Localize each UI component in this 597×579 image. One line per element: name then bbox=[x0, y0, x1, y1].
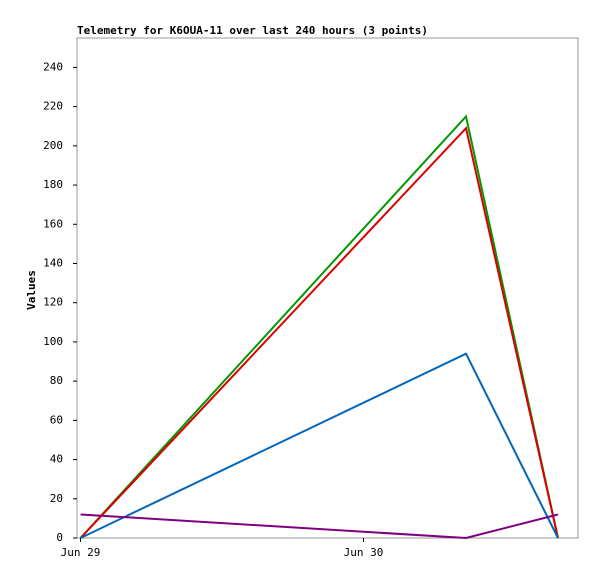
x-tick-label: Jun 29 bbox=[61, 546, 101, 559]
y-tick-label: 200 bbox=[43, 139, 63, 152]
y-tick-label: 140 bbox=[43, 256, 63, 269]
y-tick-label: 20 bbox=[50, 492, 63, 505]
line bbox=[79, 126, 559, 539]
line bbox=[80, 513, 559, 540]
y-tick-label: 40 bbox=[50, 453, 63, 466]
y-tick-label: 100 bbox=[43, 335, 63, 348]
x-tick-label: Jun 30 bbox=[344, 546, 384, 559]
y-tick-label: 160 bbox=[43, 217, 63, 230]
y-tick-label: 0 bbox=[56, 531, 63, 544]
y-tick-label: 240 bbox=[43, 60, 63, 73]
y-tick-label: 60 bbox=[50, 413, 63, 426]
chart-title: Telemetry for K6OUA-11 over last 240 hou… bbox=[77, 24, 428, 37]
y-tick-label: 220 bbox=[43, 100, 63, 113]
line bbox=[80, 352, 559, 539]
y-tick-label: 180 bbox=[43, 178, 63, 191]
y-axis-label: Values bbox=[25, 270, 38, 310]
plot-area bbox=[76, 37, 579, 539]
y-tick-label: 80 bbox=[50, 374, 63, 387]
y-tick-label: 120 bbox=[43, 296, 63, 309]
